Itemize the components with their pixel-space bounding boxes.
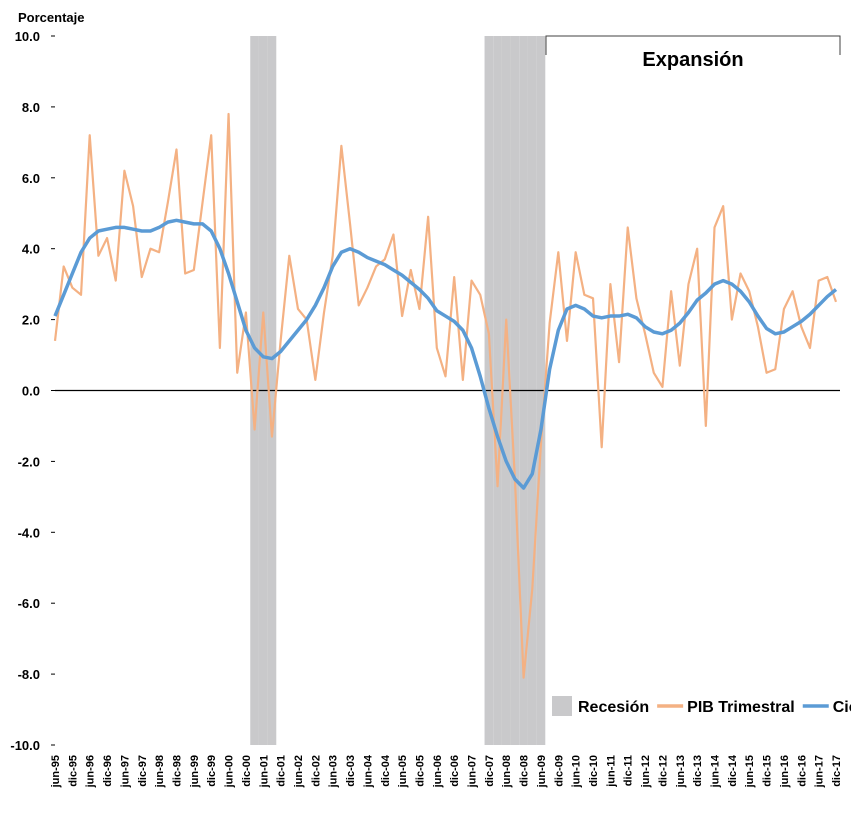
x-tick-label: dic-12 xyxy=(657,755,669,787)
x-tick-label: dic-17 xyxy=(831,755,843,787)
x-tick-label: dic-04 xyxy=(380,754,392,787)
x-tick-label: jun-05 xyxy=(397,755,409,788)
x-tick-label: dic-02 xyxy=(310,755,322,787)
y-tick-label: 10.0 xyxy=(15,29,40,44)
x-tick-label: jun-11 xyxy=(605,755,617,788)
x-tick-label: dic-05 xyxy=(414,755,426,787)
x-tick-label: jun-15 xyxy=(744,755,756,788)
x-tick-label: jun-14 xyxy=(710,754,722,788)
x-tick-label: jun-98 xyxy=(154,755,166,788)
x-tick-label: jun-02 xyxy=(293,755,305,788)
legend-swatch xyxy=(552,696,572,716)
legend-label: Ciclo xyxy=(833,699,851,716)
x-tick-label: dic-06 xyxy=(449,755,461,787)
legend-label: PIB Trimestral xyxy=(687,699,795,716)
x-tick-label: dic-08 xyxy=(519,755,531,787)
x-tick-label: jun-03 xyxy=(328,755,340,788)
x-tick-label: jun-16 xyxy=(779,755,791,788)
x-tick-label: dic-03 xyxy=(345,755,357,787)
x-tick-label: dic-07 xyxy=(484,755,496,787)
x-tick-label: dic-96 xyxy=(102,755,114,787)
y-axis-label: Porcentaje xyxy=(18,10,84,25)
y-tick-label: -8.0 xyxy=(18,667,40,682)
legend-label: Recesión xyxy=(578,699,649,716)
y-tick-label: -6.0 xyxy=(18,596,40,611)
x-tick-label: dic-15 xyxy=(762,755,774,787)
x-tick-label: dic-14 xyxy=(727,754,739,787)
y-tick-label: 2.0 xyxy=(22,313,40,328)
expansion-bracket xyxy=(545,35,841,55)
x-tick-label: jun-09 xyxy=(536,755,548,788)
x-tick-label: dic-99 xyxy=(206,755,218,787)
series-line xyxy=(53,112,838,679)
x-tick-label: jun-13 xyxy=(675,755,687,788)
x-tick-label: dic-16 xyxy=(796,755,808,787)
x-tick-label: jun-10 xyxy=(571,755,583,788)
y-tick-label: 4.0 xyxy=(22,242,40,257)
y-tick-label: 0.0 xyxy=(22,384,40,399)
y-tick-label: -2.0 xyxy=(18,454,40,469)
y-tick-label: 8.0 xyxy=(22,100,40,115)
series-line xyxy=(53,218,838,490)
x-tick-label: dic-09 xyxy=(553,755,565,787)
x-tick-label: jun-95 xyxy=(50,755,62,788)
y-tick-label: 6.0 xyxy=(22,171,40,186)
x-tick-label: jun-04 xyxy=(362,754,374,788)
x-tick-label: jun-06 xyxy=(432,755,444,788)
x-tick-label: jun-99 xyxy=(189,755,201,788)
x-tick-label: jun-01 xyxy=(258,755,270,788)
x-tick-label: jun-97 xyxy=(119,755,131,788)
x-tick-label: dic-01 xyxy=(276,755,288,787)
x-tick-label: jun-07 xyxy=(467,755,479,788)
x-tick-label: dic-97 xyxy=(137,755,149,787)
x-tick-label: jun-12 xyxy=(640,755,652,788)
x-tick-label: dic-98 xyxy=(171,755,183,787)
y-tick-label: -10.0 xyxy=(10,738,40,753)
x-tick-label: dic-10 xyxy=(588,755,600,787)
x-tick-label: dic-95 xyxy=(67,755,79,787)
x-tick-label: dic-13 xyxy=(692,755,704,787)
x-tick-label: jun-17 xyxy=(814,755,826,788)
x-tick-label: jun-96 xyxy=(85,755,97,788)
annotation: Expansión xyxy=(642,49,743,71)
x-tick-label: dic-00 xyxy=(241,755,253,787)
x-tick-label: jun-00 xyxy=(224,755,236,788)
x-tick-label: jun-08 xyxy=(501,755,513,788)
x-tick-label: dic-11 xyxy=(623,755,635,786)
y-tick-label: -4.0 xyxy=(18,525,40,540)
